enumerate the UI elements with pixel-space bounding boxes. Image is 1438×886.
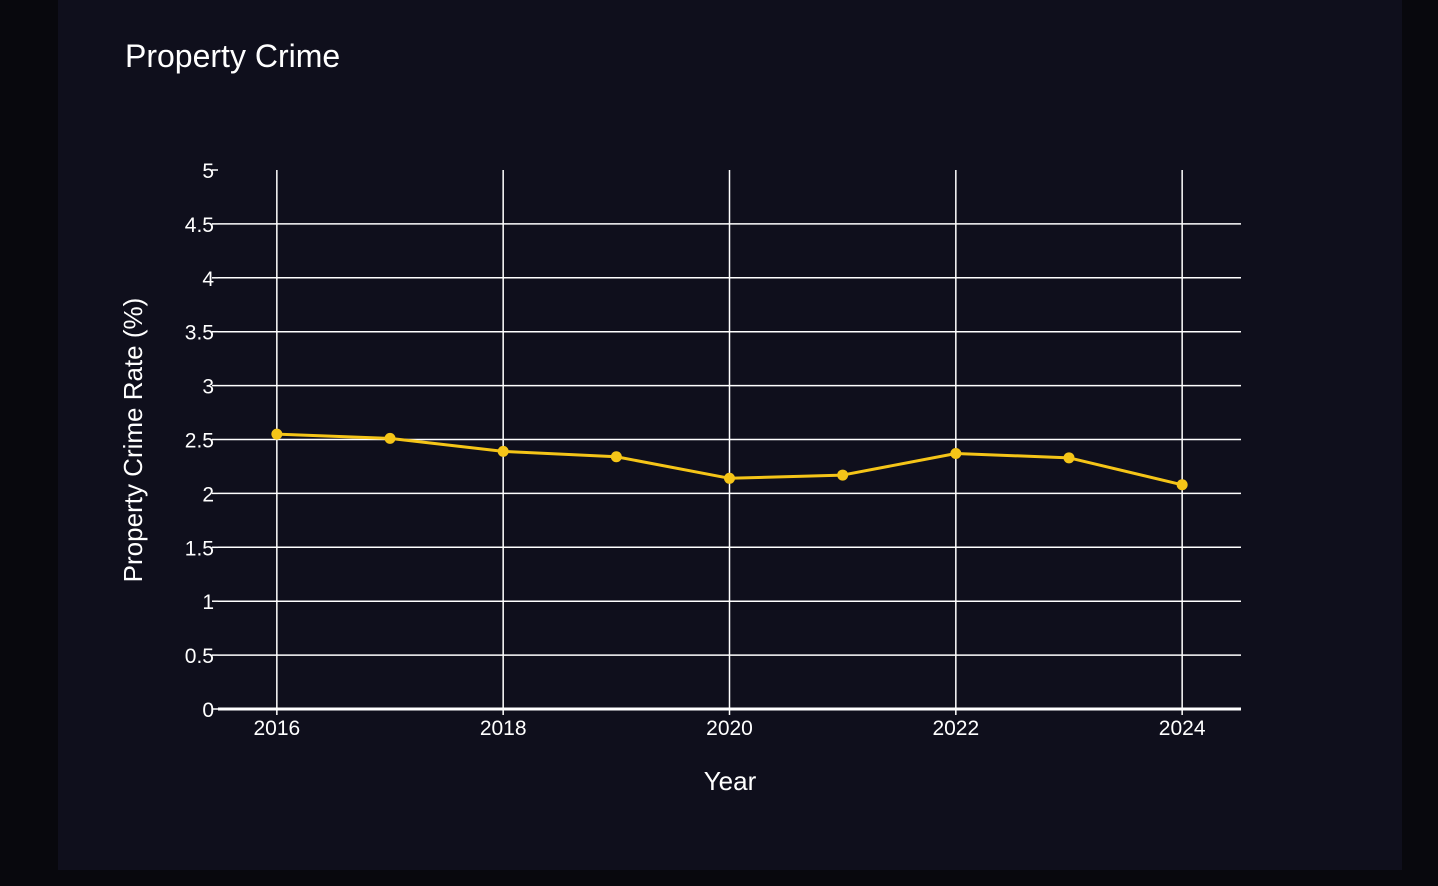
data-point [837, 469, 849, 481]
series-layer [271, 428, 1188, 491]
y-tick-label: 1.5 [185, 537, 214, 560]
y-tick-label: 3 [202, 376, 214, 399]
data-point [1063, 452, 1075, 464]
x-tick-label: 2020 [706, 717, 753, 740]
y-tick-label: 2.5 [185, 430, 214, 453]
data-point [1176, 479, 1188, 491]
y-tick-label: 1 [202, 591, 214, 614]
data-point [497, 445, 509, 457]
y-tick-label: 5 [202, 160, 214, 183]
data-point [610, 451, 622, 463]
y-tick-label: 0 [202, 699, 214, 722]
data-point [724, 472, 735, 484]
x-tick-label: 2018 [480, 717, 527, 740]
y-tick-label: 2 [202, 483, 214, 506]
x-tick-label: 2016 [253, 717, 300, 740]
x-axis-title: Year [704, 766, 757, 796]
chart-title: Property Crime [125, 38, 341, 74]
data-point [950, 448, 962, 460]
data-point [384, 432, 396, 444]
y-axis-title: Property Crime Rate (%) [118, 298, 148, 583]
data-point [271, 428, 283, 440]
tick-labels: 0 0.5 1 1.5 2 2.5 3 3.5 4 4.5 5 2016 2018 2020 2022 202… [185, 160, 1206, 740]
grid-lines [218, 170, 1241, 715]
x-tick-label: 2022 [932, 717, 979, 740]
axes [212, 169, 1241, 711]
y-tick-label: 4 [202, 268, 214, 291]
y-tick-label: 3.5 [185, 322, 214, 345]
y-tick-label: 0.5 [185, 645, 214, 668]
x-tick-label: 2024 [1159, 717, 1206, 740]
y-tick-label: 4.5 [185, 214, 214, 237]
